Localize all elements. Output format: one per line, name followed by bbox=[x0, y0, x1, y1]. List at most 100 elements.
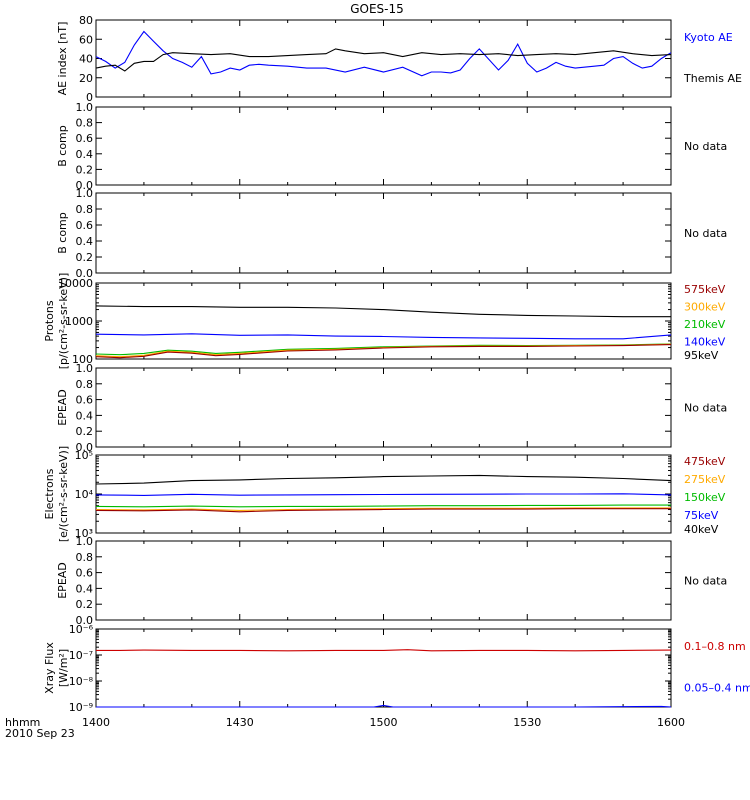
legend-entry: 140keV bbox=[684, 336, 726, 349]
y-tick-label: 1.0 bbox=[76, 362, 94, 375]
legend-entry: 95keV bbox=[684, 349, 719, 362]
panel-frame bbox=[95, 628, 672, 708]
time-tick-label: 1500 bbox=[370, 716, 398, 729]
y-tick-label: 10⁵ bbox=[75, 449, 93, 462]
y-axis-label: EPEAD bbox=[56, 389, 69, 426]
y-tick-label: 0.0 bbox=[76, 441, 94, 454]
series-line-75kev bbox=[95, 493, 672, 496]
panel-frame bbox=[95, 19, 672, 98]
y-tick-label: 10⁻⁹ bbox=[69, 701, 93, 714]
panel-epead1: 0.0 0.2 0.4 0.6 0.8 1.0 EPEAD No data bbox=[56, 362, 727, 454]
legend-entry: 75keV bbox=[684, 509, 719, 522]
series-line-150kev bbox=[95, 504, 671, 508]
y-tick-label: 0.0 bbox=[76, 179, 94, 192]
panel-frame bbox=[95, 106, 672, 186]
no-data-label: No data bbox=[684, 227, 727, 240]
legend-entry: 575keV bbox=[684, 283, 726, 296]
y-tick-label: 10⁻⁷ bbox=[69, 649, 93, 662]
y-axis-label: B comp bbox=[56, 125, 69, 167]
legend-entry: 40keV bbox=[684, 523, 719, 536]
y-axis-label: EPEAD bbox=[56, 562, 69, 599]
y-tick-label: 40 bbox=[79, 53, 93, 66]
legend-entry: 300keV bbox=[684, 301, 726, 314]
y-tick-label: 0.6 bbox=[76, 132, 94, 145]
y-tick-label: 0.2 bbox=[76, 163, 94, 176]
series-line-kyoto-ae bbox=[95, 30, 672, 77]
y-tick-label: 1000 bbox=[65, 315, 93, 328]
no-data-label: No data bbox=[684, 140, 727, 153]
y-tick-label: 0.8 bbox=[76, 117, 94, 130]
y-tick-label: 100 bbox=[72, 353, 93, 366]
legend-entry: 0.1–0.8 nm bbox=[684, 640, 746, 653]
legend-entry: 275keV bbox=[684, 473, 726, 486]
y-axis-label: AE index [nT] bbox=[56, 22, 69, 96]
y-tick-label: 20 bbox=[79, 72, 93, 85]
y-tick-label: 0.0 bbox=[76, 614, 94, 627]
series-line-40kev bbox=[95, 474, 672, 485]
y-tick-label: 0 bbox=[86, 91, 93, 104]
y-axis-unit-label: [p/(cm²-s-sr-keV)] bbox=[57, 273, 70, 370]
legend-entry: Kyoto AE bbox=[684, 31, 733, 44]
legend-entry: Themis AE bbox=[683, 72, 742, 85]
series-line-475kev bbox=[95, 508, 671, 513]
y-tick-label: 80 bbox=[79, 14, 93, 27]
series-line-575kev bbox=[95, 344, 672, 359]
panel-electrons: 10³ 10⁴ 10⁵ Electrons [e/(cm²-s-sr-keV)] 475k… bbox=[43, 446, 726, 542]
y-tick-label: 10⁻⁶ bbox=[69, 623, 94, 636]
y-tick-label: 0.8 bbox=[76, 203, 94, 216]
series-line-95kev bbox=[95, 305, 671, 318]
legend-entry: 150keV bbox=[684, 491, 726, 504]
date-label: 2010 Sep 23 bbox=[5, 727, 75, 740]
y-tick-label: 60 bbox=[79, 33, 93, 46]
y-tick-label: 0.4 bbox=[76, 148, 94, 161]
panel-frame bbox=[95, 192, 672, 274]
series-line-themis-ae bbox=[95, 48, 672, 72]
y-tick-label: 10⁴ bbox=[75, 488, 94, 501]
plot-title: GOES-15 bbox=[350, 2, 404, 16]
time-tick-label: 1530 bbox=[513, 716, 541, 729]
y-axis-label: Xray Flux bbox=[43, 642, 56, 694]
y-tick-label: 1.0 bbox=[76, 535, 94, 548]
time-tick-label: 1430 bbox=[226, 716, 254, 729]
series-line-0-05-0-4-nm bbox=[96, 704, 672, 708]
y-axis-label: Electrons bbox=[43, 468, 56, 519]
no-data-label: No data bbox=[684, 575, 727, 588]
y-axis-unit-label: [W/m²] bbox=[57, 649, 70, 687]
y-tick-label: 0.4 bbox=[76, 582, 94, 595]
y-tick-label: 0.8 bbox=[76, 378, 94, 391]
y-tick-label: 0.6 bbox=[76, 394, 94, 407]
legend-entry: 475keV bbox=[684, 455, 726, 468]
y-axis-label: Protons bbox=[43, 300, 56, 341]
y-tick-label: 1.0 bbox=[76, 187, 94, 200]
y-tick-label: 0.6 bbox=[76, 219, 94, 232]
time-tick-label: 1600 bbox=[657, 716, 685, 729]
y-tick-label: 0.6 bbox=[76, 567, 94, 580]
y-tick-label: 10³ bbox=[75, 527, 93, 540]
y-tick-label: 0.2 bbox=[76, 425, 94, 438]
series-line-275kev bbox=[95, 507, 671, 511]
y-tick-label: 0.0 bbox=[76, 267, 94, 280]
panel-epead2: 0.0 0.2 0.4 0.6 0.8 1.0 EPEAD No data bbox=[56, 535, 727, 627]
y-tick-label: 0.4 bbox=[76, 409, 94, 422]
legend-entry: 210keV bbox=[684, 318, 726, 331]
series-line-0-1-0-8-nm bbox=[96, 649, 672, 652]
panel-frame bbox=[95, 540, 672, 621]
panel-xray: 10⁻⁹ 10⁻⁸ 10⁻⁷ 10⁻⁶ Xray Flux [W/m²] 0.1–0.8 n… bbox=[43, 623, 750, 714]
y-tick-label: 0.2 bbox=[76, 251, 94, 264]
panel-bcomp1: 0.0 0.2 0.4 0.6 0.8 1.0 B comp No data bbox=[56, 101, 727, 192]
y-axis-unit-label: [e/(cm²-s-sr-keV)] bbox=[57, 446, 70, 542]
legend-entry: 0.05–0.4 nm bbox=[684, 682, 750, 695]
time-tick-label: 1400 bbox=[82, 716, 110, 729]
no-data-label: No data bbox=[684, 402, 727, 415]
panel-ae: 0 20 40 60 80 AE index [nT] Kyoto AE Themis AE bbox=[56, 14, 742, 104]
y-tick-label: 0.8 bbox=[76, 551, 94, 564]
panel-bcomp2: 0.0 0.2 0.4 0.6 0.8 1.0 B comp No data bbox=[56, 187, 727, 280]
y-axis-label: B comp bbox=[56, 212, 69, 254]
panel-frame bbox=[95, 367, 672, 448]
y-tick-label: 0.2 bbox=[76, 598, 94, 611]
y-tick-label: 1.0 bbox=[76, 101, 94, 114]
y-tick-label: 0.4 bbox=[76, 235, 94, 248]
